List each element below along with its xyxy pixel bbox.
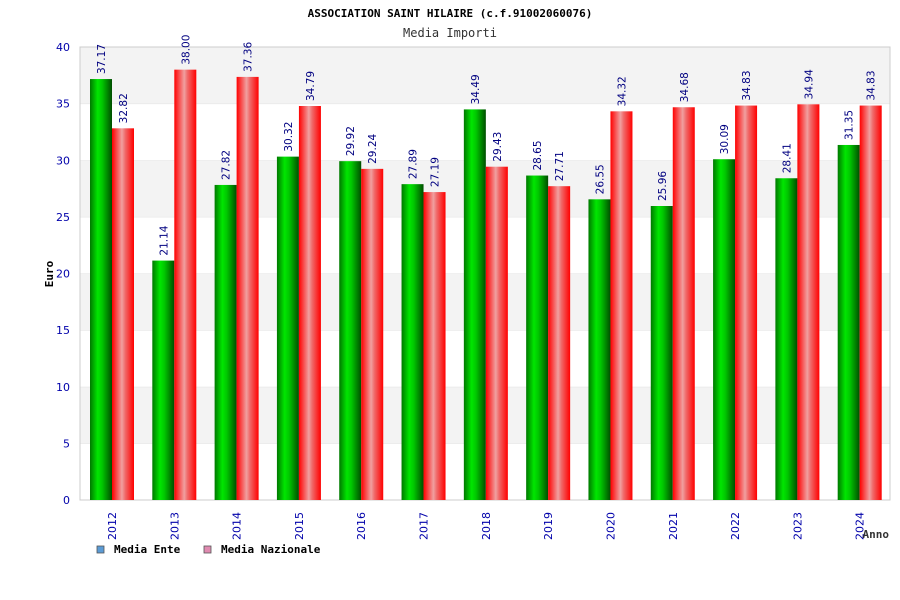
- bar-media-ente-2018: [463, 109, 486, 500]
- value-label-media-nazionale-2019: 27.71: [554, 151, 566, 181]
- x-tick-label-2024: 2024: [854, 512, 867, 540]
- value-label-media-ente-2019: 28.65: [532, 140, 544, 170]
- x-tick-label-2017: 2017: [418, 512, 431, 540]
- y-tick-label: 30: [56, 154, 70, 167]
- bar-media-nazionale-2018: [485, 166, 508, 500]
- value-label-media-ente-2017: 27.89: [408, 149, 420, 179]
- bar-media-nazionale-2019: [548, 186, 571, 500]
- legend-label-media-nazionale: Media Nazionale: [221, 543, 321, 556]
- value-label-media-ente-2022: 30.09: [719, 124, 731, 154]
- bar-media-nazionale-2013: [174, 69, 197, 501]
- value-label-media-nazionale-2017: 27.19: [430, 157, 442, 187]
- bar-media-nazionale-2020: [610, 111, 633, 501]
- x-tick-label-2013: 2013: [168, 512, 181, 540]
- bar-media-ente-2017: [401, 184, 424, 500]
- plot-band: [80, 47, 890, 104]
- value-label-media-ente-2015: 30.32: [283, 122, 295, 152]
- y-axis-ticks: 0 5 10 15 20 25 30 35 40: [56, 41, 70, 507]
- y-tick-label: 35: [56, 98, 70, 111]
- bar-media-nazionale-2012: [112, 128, 134, 500]
- value-label-media-nazionale-2021: 34.68: [679, 72, 691, 102]
- bar-media-ente-2015: [276, 156, 299, 500]
- y-tick-label: 15: [56, 324, 70, 337]
- value-label-media-ente-2013: 21.14: [158, 225, 170, 255]
- x-tick-label-2014: 2014: [231, 512, 244, 540]
- bar-media-ente-2022: [713, 159, 736, 500]
- legend-label-media-ente: Media Ente: [114, 543, 181, 556]
- bar-media-nazionale-2024: [859, 105, 882, 501]
- bar-media-nazionale-2017: [423, 192, 446, 501]
- y-tick-label: 0: [63, 494, 70, 507]
- value-label-media-ente-2012: 37.17: [96, 44, 108, 74]
- x-tick-label-2022: 2022: [729, 512, 742, 540]
- legend-item-media-nazionale: Media Nazionale: [203, 543, 321, 556]
- bar-media-ente-2012: [90, 79, 112, 501]
- value-label-media-ente-2016: 29.92: [345, 126, 357, 156]
- bar-media-nazionale-2014: [236, 76, 259, 500]
- legend-item-media-ente: Media Ente: [96, 543, 181, 556]
- x-tick-label-2012: 2012: [106, 512, 119, 540]
- value-label-media-ente-2020: 26.55: [594, 164, 606, 194]
- bar-media-nazionale-2016: [361, 168, 384, 500]
- y-tick-label: 5: [63, 437, 70, 450]
- value-label-media-ente-2014: 27.82: [221, 150, 233, 180]
- bar-media-ente-2024: [837, 144, 860, 500]
- bar-media-ente-2020: [588, 199, 611, 501]
- x-tick-label-2020: 2020: [604, 512, 617, 540]
- bar-media-nazionale-2023: [797, 104, 820, 500]
- value-label-media-ente-2018: 34.49: [470, 74, 482, 104]
- bar-media-nazionale-2022: [735, 105, 758, 501]
- value-label-media-nazionale-2023: 34.94: [803, 69, 815, 99]
- x-tick-label-2016: 2016: [355, 512, 368, 540]
- y-tick-label: 40: [56, 41, 70, 54]
- value-label-media-nazionale-2012: 32.82: [118, 93, 130, 123]
- value-label-media-nazionale-2022: 34.83: [741, 70, 753, 100]
- bar-media-ente-2016: [339, 161, 362, 500]
- x-tick-label-2018: 2018: [480, 512, 493, 540]
- y-tick-label: 20: [56, 268, 70, 281]
- bar-media-ente-2019: [526, 175, 549, 500]
- legend-swatch-media-nazionale: [203, 545, 212, 554]
- bar-media-nazionale-2015: [298, 106, 321, 501]
- chart-subtitle: Media Importi: [403, 26, 497, 40]
- bar-media-ente-2014: [214, 184, 237, 500]
- bar-media-nazionale-2021: [672, 107, 695, 501]
- y-tick-label: 25: [56, 211, 70, 224]
- x-axis-label: Anno: [863, 528, 890, 541]
- legend-swatch-media-ente: [96, 545, 105, 554]
- bars: [90, 69, 882, 501]
- x-tick-label-2021: 2021: [667, 512, 680, 540]
- y-tick-label: 10: [56, 381, 70, 394]
- bar-media-ente-2021: [650, 206, 673, 501]
- value-label-media-nazionale-2015: 34.79: [305, 71, 317, 101]
- value-label-media-nazionale-2016: 29.24: [367, 133, 379, 163]
- value-label-media-nazionale-2013: 38.00: [180, 35, 192, 65]
- value-labels: 37.17 32.82 21.14 38.00 27.82 37.36 30.32 34.79…: [96, 35, 878, 256]
- value-label-media-nazionale-2020: 34.32: [616, 76, 628, 106]
- value-label-media-nazionale-2018: 29.43: [492, 132, 504, 162]
- value-label-media-ente-2021: 25.96: [657, 171, 669, 201]
- legend: Media Ente Media Nazionale: [96, 543, 321, 556]
- x-tick-label-2015: 2015: [293, 512, 306, 540]
- value-label-media-nazionale-2024: 34.83: [866, 70, 878, 100]
- x-axis-ticks: 2012 2013 2014 2015 2016 2017 2018 2019 2020 2021…: [106, 512, 867, 540]
- y-axis-label: Euro: [43, 260, 56, 287]
- bar-media-ente-2023: [775, 178, 798, 500]
- bar-media-ente-2013: [152, 260, 175, 500]
- x-tick-label-2023: 2023: [791, 512, 804, 540]
- value-label-media-nazionale-2014: 37.36: [243, 42, 255, 72]
- chart-title: ASSOCIATION SAINT HILAIRE (c.f.910020600…: [308, 7, 593, 20]
- value-label-media-ente-2024: 31.35: [844, 110, 856, 140]
- x-tick-label-2019: 2019: [542, 512, 555, 540]
- value-label-media-ente-2023: 28.41: [781, 143, 793, 173]
